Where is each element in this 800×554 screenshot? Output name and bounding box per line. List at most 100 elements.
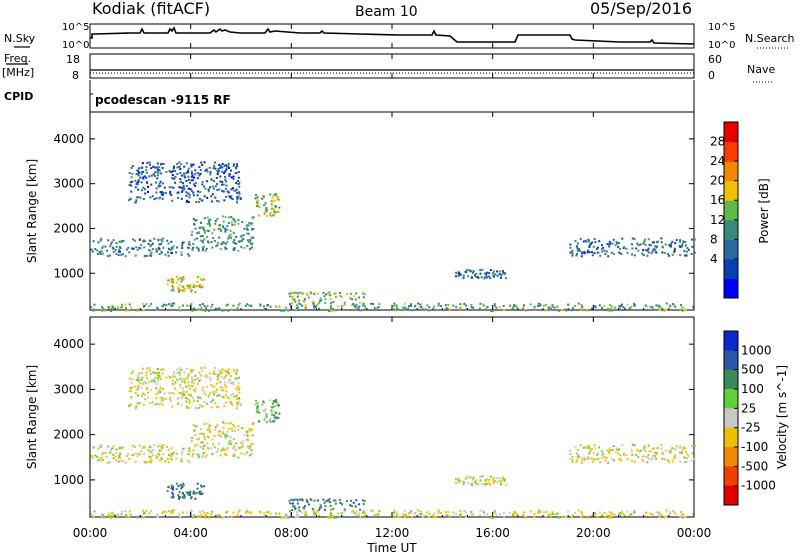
velocity-point [101,453,104,456]
power-point [182,304,184,307]
power-point [216,169,219,172]
velocity-point [285,516,288,519]
power-point [631,247,634,250]
velocity-colorbar-tick-label: 100 [741,382,764,396]
velocity-point [201,492,204,495]
power-point [128,199,131,202]
power-point [150,174,153,177]
power-point [230,216,233,219]
velocity-point [319,504,322,507]
velocity-point [265,415,268,418]
velocity-point [146,367,149,370]
velocity-point [575,451,578,454]
power-point [186,304,189,307]
velocity-point [435,516,438,518]
power-point [118,248,121,251]
velocity-point [246,435,249,438]
power-point [609,308,612,310]
velocity-point [240,452,243,455]
velocity-point [588,457,591,460]
velocity-point [125,516,128,519]
velocity-point [147,449,150,452]
power-point [179,172,182,175]
power-point [644,243,647,246]
power-point [691,245,694,248]
power-point [206,180,208,183]
power-point [303,300,306,303]
power-point [225,242,227,245]
velocity-point [271,413,273,416]
power-point [686,247,689,249]
velocity-point [277,417,280,420]
power-point [130,176,133,179]
velocity-point [155,387,158,390]
power-point [128,184,131,186]
velocity-point [194,492,197,495]
power-point [289,303,291,306]
power-point [455,275,457,278]
velocity-point [223,370,226,373]
power-point [661,307,664,310]
power-point [180,197,183,200]
velocity-point [609,449,612,452]
power-point [313,304,316,307]
velocity-point [275,512,278,515]
power-point [175,246,178,249]
velocity-point [208,428,211,431]
power-point [618,252,621,255]
velocity-point [194,390,197,393]
power-point [92,240,95,243]
power-point [404,306,407,309]
power-point [201,303,204,305]
velocity-point [182,392,185,395]
power-point [181,289,184,292]
noise-right-tick-bottom: 10^0 [708,40,735,51]
power-point [191,249,194,252]
velocity-point [122,446,125,449]
power-point [599,254,602,257]
power-point [203,217,206,219]
velocity-point [227,443,230,446]
velocity-point [325,500,327,503]
power-point [168,170,171,172]
power-point [212,237,215,239]
power-point [226,228,229,231]
power-point [194,291,197,293]
velocity-point [203,423,206,425]
power-point [681,309,684,312]
velocity-point [524,516,527,519]
velocity-point [206,512,209,514]
power-point [223,172,226,175]
velocity-point [665,509,668,512]
velocity-point [262,400,265,403]
velocity-point [178,495,180,498]
power-point [264,202,267,205]
power-point [486,276,489,279]
power-point [221,189,223,192]
velocity-point [403,509,406,512]
velocity-point [657,512,660,515]
power-point [211,232,214,235]
velocity-point [311,507,314,510]
power-point [500,276,502,279]
velocity-point [194,433,197,436]
power-point [142,176,145,179]
velocity-point [106,461,109,464]
velocity-point [183,378,185,381]
power-point [364,308,367,310]
velocity-point [102,514,105,517]
power-point [181,285,184,288]
velocity-point [230,427,233,430]
velocity-point [146,386,149,389]
power-point [227,309,230,312]
velocity-point [217,406,220,409]
velocity-point [593,458,596,461]
power-point [359,309,362,312]
velocity-point [251,448,254,451]
velocity-point [222,516,225,519]
power-point [172,281,174,284]
power-point [172,169,174,172]
velocity-point [222,447,225,450]
velocity-point [295,516,297,519]
